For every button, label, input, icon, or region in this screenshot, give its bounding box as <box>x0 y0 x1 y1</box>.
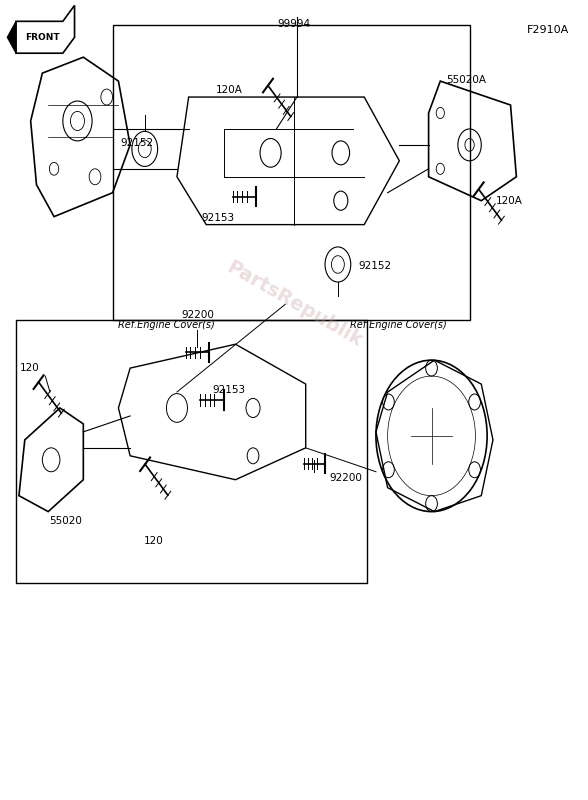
Text: PartsRepublik: PartsRepublik <box>223 258 365 351</box>
Text: Ref.Engine Cover(s): Ref.Engine Cover(s) <box>118 320 215 330</box>
Text: 92153: 92153 <box>201 213 235 222</box>
Text: Ref.Engine Cover(s): Ref.Engine Cover(s) <box>350 320 446 330</box>
Text: 120: 120 <box>143 535 163 546</box>
Bar <box>16 320 367 583</box>
Text: F2910A: F2910A <box>527 26 569 35</box>
Text: 92152: 92152 <box>358 261 392 271</box>
Text: 55020: 55020 <box>49 515 82 526</box>
Text: 92153: 92153 <box>212 386 245 395</box>
Text: FRONT: FRONT <box>25 33 59 42</box>
Text: 120: 120 <box>19 363 39 373</box>
Text: 99994: 99994 <box>278 19 310 30</box>
Polygon shape <box>16 6 75 54</box>
Bar <box>112 26 470 320</box>
Text: 120A: 120A <box>216 85 243 94</box>
Text: 55020A: 55020A <box>446 75 486 85</box>
Text: 92200: 92200 <box>329 473 362 483</box>
Text: 92200: 92200 <box>181 310 214 320</box>
Polygon shape <box>7 22 16 54</box>
Text: 120A: 120A <box>496 196 523 206</box>
Text: 92152: 92152 <box>121 138 153 148</box>
